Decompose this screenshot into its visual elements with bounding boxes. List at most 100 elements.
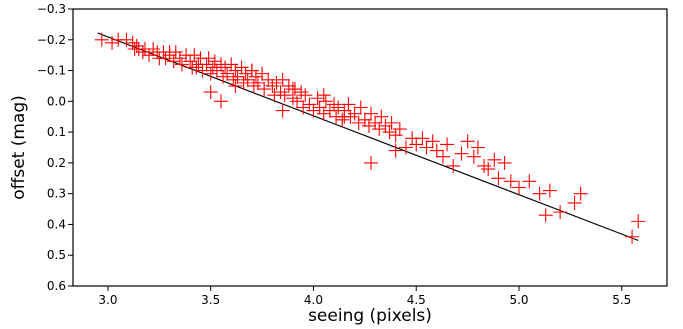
data-point [207, 54, 222, 69]
data-point [125, 35, 140, 50]
data-point [351, 115, 366, 130]
data-point [364, 155, 379, 170]
data-point [374, 109, 389, 124]
data-point [275, 103, 290, 118]
data-point [228, 78, 243, 93]
data-point [240, 72, 255, 87]
x-tick-label: 4.5 [407, 293, 426, 307]
x-tick-label: 5.0 [509, 293, 528, 307]
data-point [201, 51, 216, 66]
x-tick-label: 3.0 [98, 293, 117, 307]
data-point [522, 174, 537, 189]
data-point [398, 140, 413, 155]
data-point [203, 85, 218, 100]
data-point [213, 94, 228, 109]
data-point [302, 97, 317, 112]
data-point [94, 32, 109, 47]
data-point [228, 63, 243, 78]
data-point [532, 186, 547, 201]
data-point [273, 85, 288, 100]
data-point [331, 100, 346, 115]
data-point [512, 180, 527, 195]
data-point [327, 97, 342, 112]
y-tick-label: 0.4 [47, 217, 66, 231]
data-point [454, 146, 469, 161]
data-point [378, 118, 393, 133]
data-point [195, 63, 210, 78]
data-point [631, 214, 646, 229]
data-point [466, 149, 481, 164]
data-point [553, 205, 568, 220]
data-point [573, 186, 588, 201]
data-point [158, 51, 173, 66]
data-point [347, 106, 362, 121]
data-point [625, 229, 640, 244]
data-point [318, 94, 333, 109]
data-point [372, 122, 387, 137]
data-point [203, 66, 218, 81]
data-point [542, 183, 557, 198]
y-tick-label: 0.1 [47, 125, 66, 139]
data-point [189, 60, 204, 75]
y-tick-label: 0.5 [47, 248, 66, 262]
data-point [257, 82, 272, 97]
data-point [209, 63, 224, 78]
data-point [440, 137, 455, 152]
data-point [285, 82, 300, 97]
data-point [312, 100, 327, 115]
x-tick-label: 5.5 [612, 293, 631, 307]
data-point [503, 174, 518, 189]
data-point [105, 35, 120, 50]
data-point [265, 78, 280, 93]
data-point [236, 75, 251, 90]
data-point [460, 134, 475, 149]
data-point [470, 140, 485, 155]
data-point [220, 66, 235, 81]
x-tick-label: 3.5 [201, 293, 220, 307]
data-point [353, 100, 368, 115]
data-point [481, 162, 496, 177]
plot-frame [72, 8, 668, 287]
data-point [306, 103, 321, 118]
data-point [281, 78, 296, 93]
y-tick-label: 0.6 [47, 279, 66, 293]
data-point [250, 75, 265, 90]
y-tick-label: 0.3 [47, 187, 66, 201]
data-point [388, 143, 403, 158]
y-axis-ticks: −0.3 −0.2 −0.1 0.0 0.1 0.2 0.3 0.4 0.5 0.6 [37, 2, 73, 293]
data-point [487, 152, 502, 167]
data-point [255, 66, 270, 81]
data-point [425, 134, 440, 149]
data-point [419, 140, 434, 155]
data-point [316, 106, 331, 121]
data-point [382, 125, 397, 140]
data-point [337, 109, 352, 124]
data-point [567, 195, 582, 210]
data-point [290, 94, 305, 109]
data-point [294, 85, 309, 100]
data-point [429, 143, 444, 158]
data-point [248, 69, 263, 84]
data-point [368, 115, 383, 130]
x-axis-label: seeing (pixels) [308, 306, 432, 326]
data-point [135, 45, 150, 60]
data-point [538, 208, 553, 223]
x-tick-label: 4.0 [304, 293, 323, 307]
data-point [205, 60, 220, 75]
data-point [277, 88, 292, 103]
data-point [244, 63, 259, 78]
data-point [230, 69, 245, 84]
data-point [364, 106, 379, 121]
y-axis-label: offset (mag) [9, 95, 29, 200]
data-point [172, 51, 187, 66]
y-tick-label: −0.1 [37, 64, 66, 78]
data-point [216, 69, 231, 84]
x-axis-ticks: 3.0 3.5 4.0 4.5 5.0 5.5 [98, 286, 631, 307]
data-point [129, 38, 144, 53]
data-point [296, 100, 311, 115]
data-point [310, 91, 325, 106]
data-point [238, 66, 253, 81]
data-point [361, 118, 376, 133]
data-point [384, 115, 399, 130]
data-point [388, 128, 403, 143]
